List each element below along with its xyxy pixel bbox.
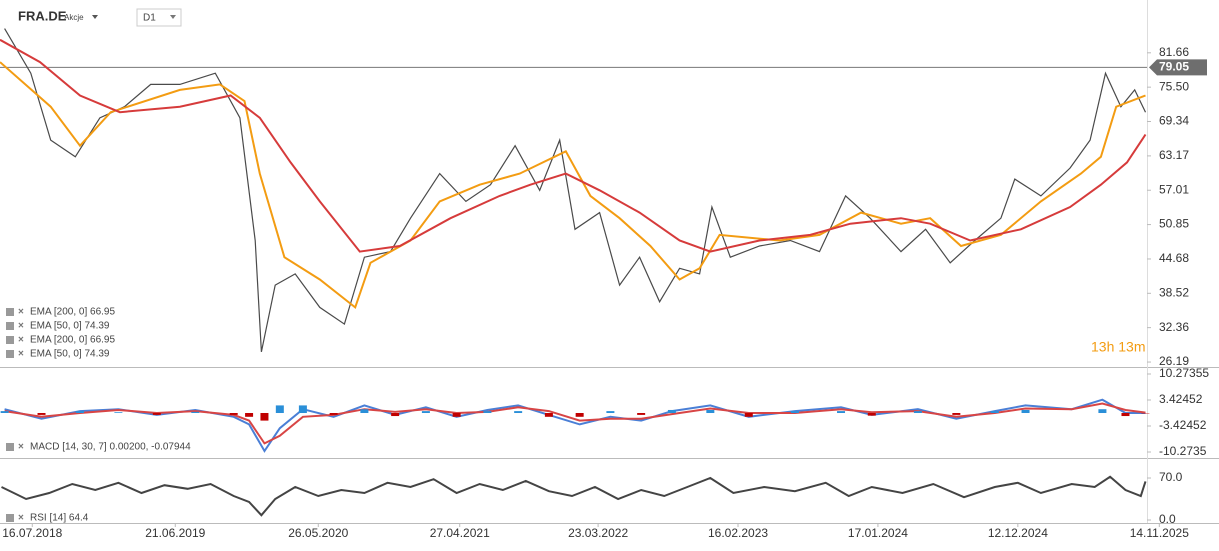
macd-histogram-bar <box>260 413 269 421</box>
legend-close[interactable]: × <box>18 335 24 346</box>
macd-histogram-bar <box>360 409 369 414</box>
x-tick-label: 17.01.2024 <box>848 526 908 540</box>
x-tick-label: 23.03.2022 <box>568 526 628 540</box>
price-badge <box>1149 59 1207 76</box>
macd-histogram-bar <box>706 409 715 414</box>
macd-histogram-bar <box>421 411 430 414</box>
macd-histogram-bar <box>298 405 307 414</box>
candle-timer: 13h 13m <box>1091 339 1145 355</box>
macd-histogram-bar <box>637 413 646 415</box>
y-tick-label: 50.85 <box>1159 217 1189 231</box>
series-line <box>0 61 1146 310</box>
macd-histogram-bar <box>837 411 846 414</box>
y-tick-label: 75.50 <box>1159 79 1189 93</box>
y-tick-label: -10.2735 <box>1159 444 1207 458</box>
y-tick-label: 38.52 <box>1159 285 1189 299</box>
macd-histogram-bar <box>1098 409 1107 414</box>
symbol[interactable]: FRA.DE <box>18 8 67 23</box>
y-tick-label: 69.34 <box>1159 114 1189 128</box>
legend-close[interactable]: × <box>18 321 24 332</box>
legend-entry: RSI [14] 64.4 <box>30 513 89 524</box>
macd-histogram-bar <box>1121 413 1130 417</box>
x-tick-label: 21.06.2019 <box>145 526 205 540</box>
macd-histogram-bar <box>329 413 338 415</box>
legend-entry: MACD [14, 30, 7] 0.00200, -0.07944 <box>30 442 191 453</box>
y-tick-label: 10.27355 <box>1159 366 1209 380</box>
y-tick-label: 0.0 <box>1159 512 1176 526</box>
y-tick-label: 3.42452 <box>1159 392 1203 406</box>
x-tick-label: 16.07.2018 <box>2 526 62 540</box>
macd-histogram-bar <box>391 413 400 417</box>
interval[interactable]: D1 <box>143 13 156 24</box>
macd-histogram-bar <box>191 411 200 414</box>
legend-close[interactable]: × <box>18 513 24 524</box>
macd-histogram-bar <box>114 412 123 414</box>
symbol-dropdown[interactable] <box>92 15 98 19</box>
legend-icon[interactable] <box>6 308 14 316</box>
macd-histogram-bar <box>1021 409 1030 414</box>
macd-histogram-bar <box>152 413 161 415</box>
legend-icon[interactable] <box>6 443 14 451</box>
legend-entry: EMA [50, 0] 74.39 <box>30 349 110 360</box>
legend-icon[interactable] <box>6 350 14 358</box>
interval-select[interactable] <box>136 8 182 27</box>
legend-entry: EMA [50, 0] 74.39 <box>30 321 110 332</box>
legend-icon[interactable] <box>6 336 14 344</box>
macd-histogram-bar <box>544 413 553 417</box>
series-line <box>4 402 1146 445</box>
legend-close[interactable]: × <box>18 442 24 453</box>
macd-histogram-bar <box>913 411 922 414</box>
macd-histogram-bar <box>483 411 492 414</box>
x-tick-label: 14.11.2025 <box>1130 526 1189 540</box>
series-line <box>0 38 1147 253</box>
legend-icon[interactable] <box>6 514 14 522</box>
macd-histogram-bar <box>667 409 676 414</box>
macd-histogram-bar <box>0 411 9 414</box>
y-tick-label: 26.19 <box>1159 354 1189 368</box>
macd-histogram-bar <box>245 413 254 417</box>
macd-histogram-bar <box>790 411 799 414</box>
legend-entry: EMA [200, 0] 66.95 <box>30 335 115 346</box>
legend-close[interactable]: × <box>18 307 24 318</box>
y-tick-label: 81.66 <box>1159 45 1189 59</box>
y-tick-label: 44.68 <box>1159 251 1189 265</box>
macd-histogram-bar <box>514 411 523 414</box>
interval-dropdown[interactable] <box>170 15 176 19</box>
series-line <box>1 475 1147 517</box>
macd-histogram-bar <box>867 413 876 416</box>
macd-histogram-bar <box>606 411 615 414</box>
y-tick-label: -3.42452 <box>1159 418 1207 432</box>
macd-histogram-bar <box>452 413 461 417</box>
macd-histogram-bar <box>275 405 284 414</box>
price-label: 79.05 <box>1159 60 1189 74</box>
legend-close[interactable]: × <box>18 349 24 360</box>
macd-histogram-bar <box>229 413 238 415</box>
macd-histogram-bar <box>575 413 584 417</box>
macd-histogram-bar <box>37 413 46 415</box>
x-tick-label: 12.12.2024 <box>988 526 1048 540</box>
x-tick-label: 26.05.2020 <box>288 526 348 540</box>
x-tick-label: 27.04.2021 <box>430 526 490 540</box>
macd-histogram-bar <box>744 413 753 417</box>
macd-histogram-bar <box>990 411 999 414</box>
legend-entry: EMA [200, 0] 66.95 <box>30 307 115 318</box>
y-tick-label: 32.36 <box>1159 320 1189 334</box>
macd-histogram-bar <box>75 411 84 414</box>
x-tick-label: 16.02.2023 <box>708 526 768 540</box>
y-tick-label: 63.17 <box>1159 148 1189 162</box>
y-tick-label: 70.0 <box>1159 470 1183 484</box>
y-tick-label: 57.01 <box>1159 182 1189 196</box>
series-line <box>4 28 1147 353</box>
macd-histogram-bar <box>952 413 961 415</box>
kind: Akcje <box>64 13 84 22</box>
legend-icon[interactable] <box>6 322 14 330</box>
